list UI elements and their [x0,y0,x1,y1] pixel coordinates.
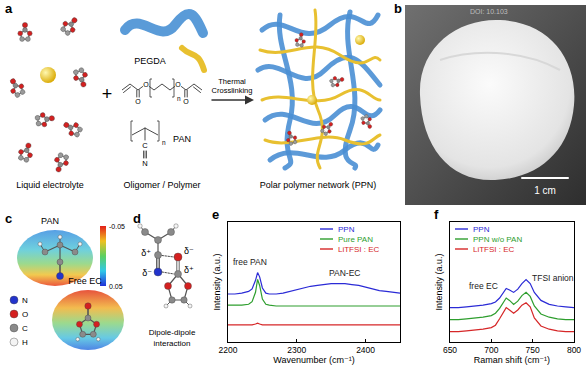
svg-text:H: H [22,338,28,347]
svg-text:2400: 2400 [356,345,375,355]
svg-text:N: N [142,159,147,168]
svg-text:δ⁻: δ⁻ [142,268,152,278]
svg-text:PAN: PAN [173,134,191,144]
svg-text:TFSI anion: TFSI anion [532,273,574,283]
svg-text:e: e [212,207,219,222]
svg-text:LiTFSI : EC: LiTFSI : EC [473,245,515,254]
svg-text:PAN-EC: PAN-EC [329,268,361,278]
svg-text:Liquid electrolyte: Liquid electrolyte [16,180,84,190]
svg-text:1 cm: 1 cm [534,185,556,196]
svg-text:O: O [175,81,181,88]
svg-text:O: O [135,98,141,105]
svg-text:750: 750 [526,345,540,355]
svg-text:Oligomer / Polymer: Oligomer / Polymer [123,180,200,190]
svg-text:interaction: interaction [154,339,191,348]
svg-text:800: 800 [567,345,581,355]
svg-text:Thermal: Thermal [218,77,246,86]
svg-text:Wavenumber (cm⁻¹): Wavenumber (cm⁻¹) [273,355,354,365]
svg-text:700: 700 [484,345,498,355]
svg-text:0.05: 0.05 [109,283,123,290]
svg-text:Intensity (a.u.): Intensity (a.u.) [434,253,444,310]
svg-text:C: C [22,324,28,333]
svg-text:free PAN: free PAN [233,257,267,267]
svg-text:O: O [22,310,28,319]
svg-text:PPN w/o PAN: PPN w/o PAN [473,235,522,244]
svg-text:δ⁺: δ⁺ [141,248,151,258]
svg-text:b: b [394,1,402,16]
svg-text:n: n [177,95,181,102]
svg-text:Free EC: Free EC [68,276,102,286]
svg-text:Polar polymer network (PPN): Polar polymer network (PPN) [260,180,377,190]
svg-text:Pure PAN: Pure PAN [338,235,373,244]
svg-text:+: + [102,84,113,104]
svg-text:2200: 2200 [219,345,238,355]
svg-text:LiTFSI : EC: LiTFSI : EC [338,245,380,254]
svg-text:a: a [5,1,13,16]
svg-text:Dipole-dipole: Dipole-dipole [149,328,196,337]
svg-text:Raman shift (cm⁻¹): Raman shift (cm⁻¹) [474,355,550,365]
svg-text:Intensity (a.u.): Intensity (a.u.) [212,253,222,310]
svg-text:PPN: PPN [473,225,490,234]
svg-text:O: O [183,98,189,105]
svg-text:C: C [142,141,148,150]
svg-text:-0.05: -0.05 [109,223,125,230]
svg-text:N: N [22,296,28,305]
svg-text:c: c [5,211,12,226]
svg-text:Crosslinking: Crosslinking [212,86,253,95]
svg-text:n: n [162,139,166,146]
svg-text:free EC: free EC [469,281,498,291]
svg-text:O: O [143,81,149,88]
svg-text:d: d [133,211,141,226]
svg-text:f: f [434,207,439,222]
svg-text:2300: 2300 [287,345,306,355]
svg-text:PPN: PPN [338,225,355,234]
svg-text:δ⁻: δ⁻ [184,246,194,256]
svg-text:PAN: PAN [41,216,59,226]
svg-text:PEGDA: PEGDA [134,56,166,66]
svg-text:650: 650 [443,345,457,355]
svg-text:δ⁺: δ⁺ [184,265,194,275]
svg-text:DOI: 10.103: DOI: 10.103 [470,8,508,15]
